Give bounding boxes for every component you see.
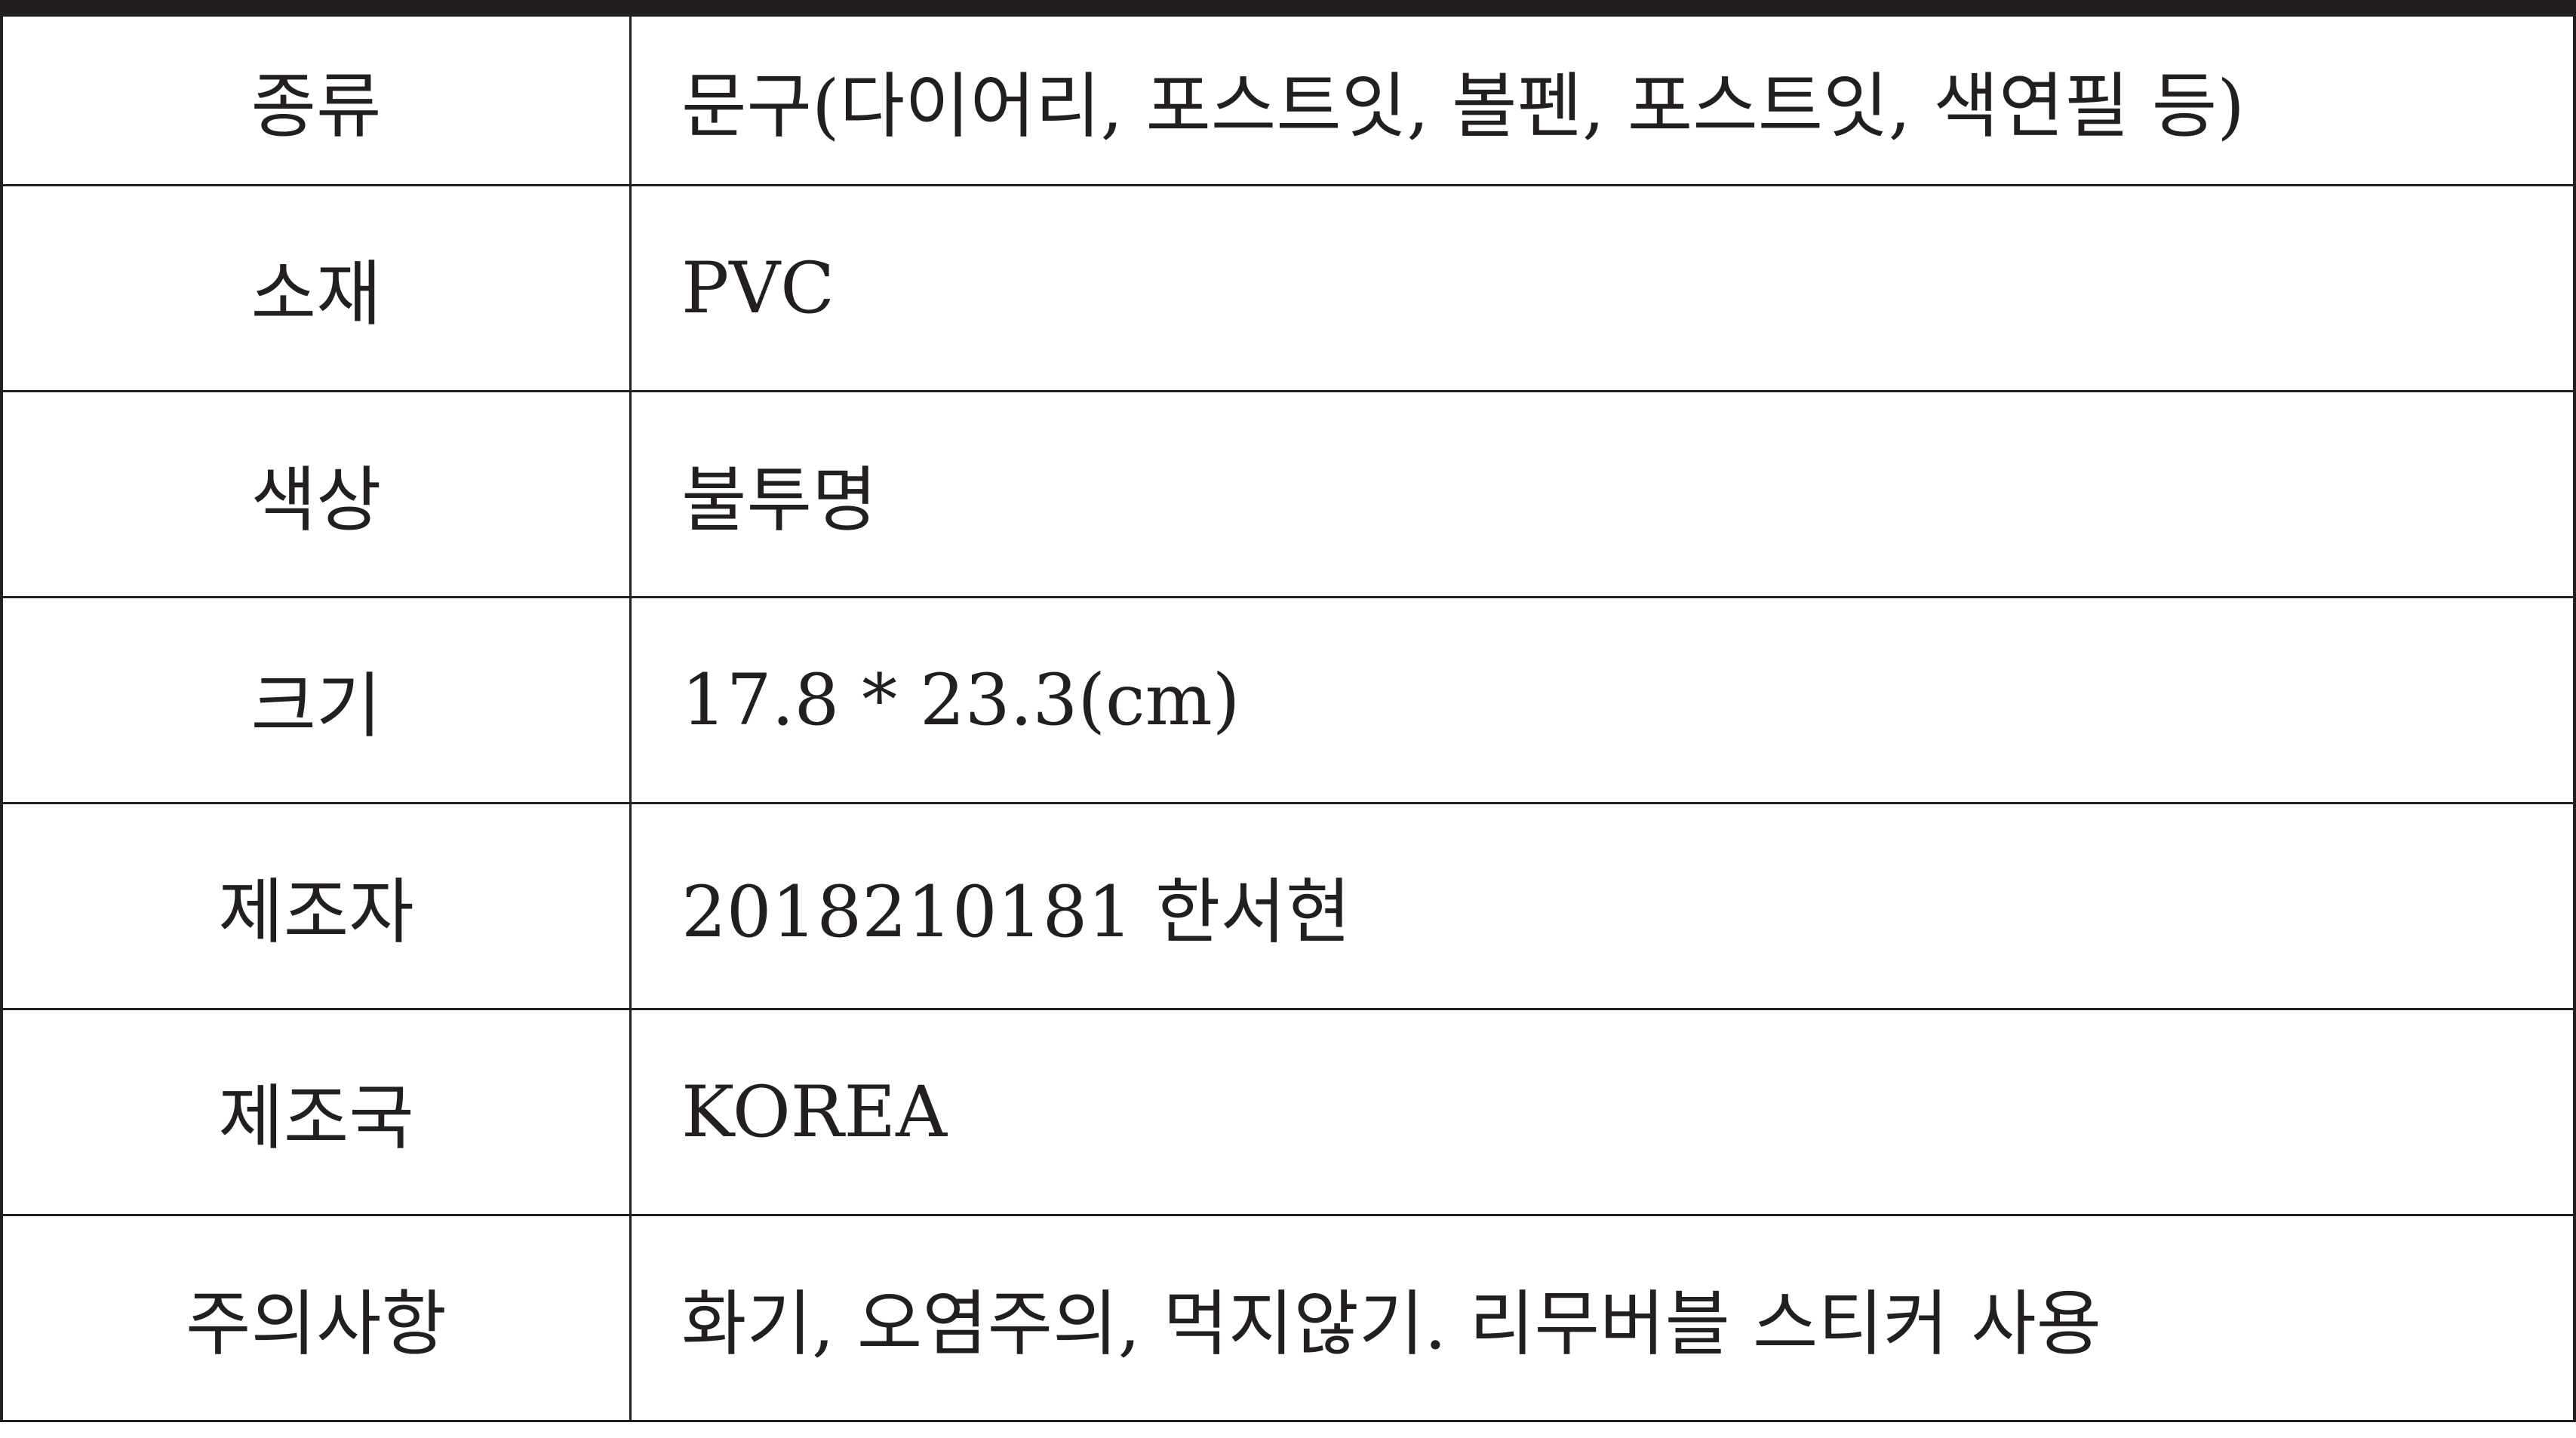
spec-row: 주의사항 화기, 오염주의, 먹지않기. 리무버블 스티커 사용 [0, 1214, 2576, 1422]
row-label: 크기 [0, 596, 632, 804]
spec-row: 크기 17.8 * 23.3(cm) [0, 596, 2576, 804]
row-label: 제조국 [0, 1008, 632, 1216]
row-label: 색상 [0, 390, 632, 598]
row-value: 화기, 오염주의, 먹지않기. 리무버블 스티커 사용 [629, 1214, 2576, 1422]
spec-row: 소재 PVC [0, 184, 2576, 392]
row-label: 종류 [0, 7, 632, 186]
spec-row: 제조자 2018210181 한서현 [0, 802, 2576, 1010]
spec-row: 종류 문구(다이어리, 포스트잇, 볼펜, 포스트잇, 색연필 등) [0, 7, 2576, 186]
row-value: 17.8 * 23.3(cm) [629, 596, 2576, 804]
row-label: 소재 [0, 184, 632, 392]
row-value: 불투명 [629, 390, 2576, 598]
row-label: 주의사항 [0, 1214, 632, 1422]
row-label: 제조자 [0, 802, 632, 1010]
row-value: 문구(다이어리, 포스트잇, 볼펜, 포스트잇, 색연필 등) [629, 7, 2576, 186]
spec-row: 색상 불투명 [0, 390, 2576, 598]
row-value: KOREA [629, 1008, 2576, 1216]
spec-row: 제조국 KOREA [0, 1008, 2576, 1216]
row-value: PVC [629, 184, 2576, 392]
row-value: 2018210181 한서현 [629, 802, 2576, 1010]
